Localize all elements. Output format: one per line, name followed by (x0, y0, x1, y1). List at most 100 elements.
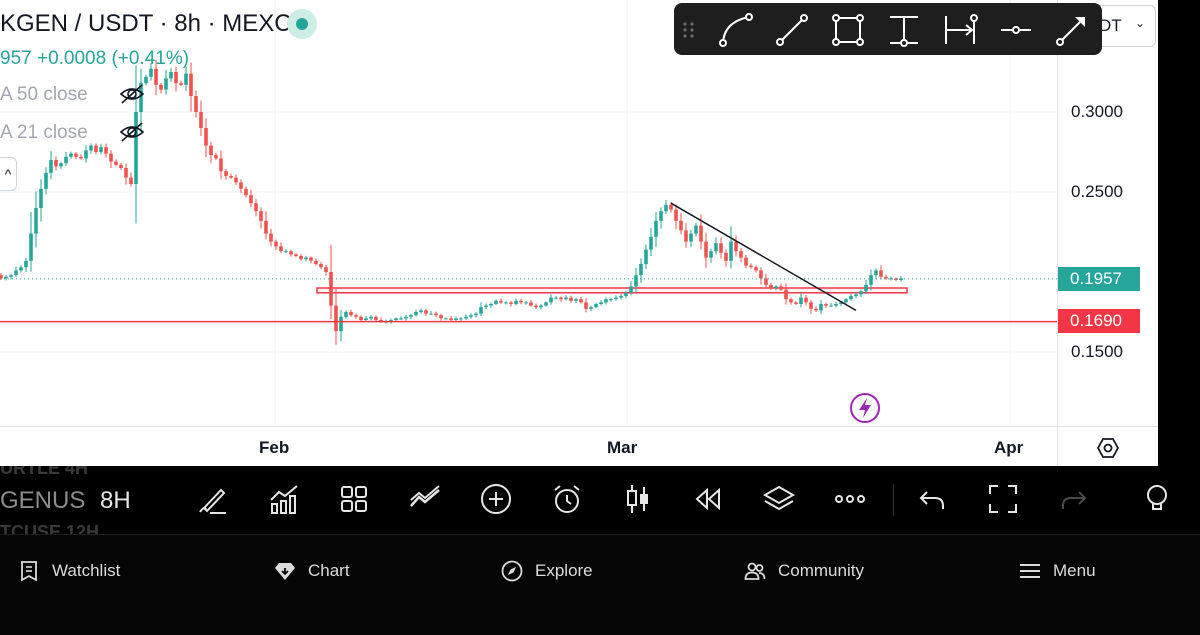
indicator-ma50-label[interactable]: A 50 close (0, 84, 88, 105)
candle (689, 233, 693, 242)
indicators-icon[interactable] (267, 482, 301, 516)
rectangle-icon[interactable] (830, 12, 866, 48)
nav-explore[interactable]: Explore (501, 559, 593, 583)
candle (54, 160, 58, 167)
horizontal-ray-icon[interactable] (998, 12, 1034, 48)
candle (554, 297, 558, 299)
alarm-clock-icon[interactable] (550, 482, 584, 516)
candle (779, 286, 783, 290)
candle (169, 72, 173, 79)
candle (379, 320, 383, 322)
drag-handle-icon[interactable] (678, 12, 700, 48)
candle (274, 241, 278, 247)
curve-icon[interactable] (718, 12, 754, 48)
nav-watchlist[interactable]: Watchlist (18, 559, 120, 583)
candle (799, 297, 803, 304)
trend-line-icon[interactable] (774, 12, 810, 48)
settings-icon[interactable] (1096, 436, 1120, 460)
candle (754, 267, 758, 271)
candle (444, 318, 448, 320)
candle (219, 158, 223, 172)
symbol-title[interactable]: KGEN / USDT · 8h · MEXC (0, 10, 292, 37)
candle (364, 318, 368, 320)
bottom-navigation: Watchlist Chart Explore Community Menu (0, 534, 1200, 635)
candle (474, 313, 478, 316)
lightbulb-icon[interactable] (1140, 482, 1174, 516)
brush-icon[interactable] (196, 482, 230, 516)
fullscreen-icon[interactable] (986, 482, 1020, 516)
candle (339, 316, 343, 332)
candle (439, 315, 443, 319)
candle (834, 304, 838, 306)
candle (269, 233, 273, 242)
candle (774, 286, 778, 288)
candle (434, 313, 438, 316)
collapse-legend-button[interactable]: ^ (0, 157, 17, 191)
layout-grid-icon[interactable] (337, 482, 371, 516)
nav-menu[interactable]: Menu (1019, 559, 1096, 583)
more-icon[interactable] (833, 482, 867, 516)
nav-community-label: Community (778, 561, 864, 580)
eye-off-icon[interactable] (119, 83, 145, 105)
arrow-icon[interactable] (1054, 12, 1090, 48)
candle (499, 300, 503, 303)
candle (719, 243, 723, 253)
nav-chart[interactable]: Chart (274, 559, 350, 583)
candle (664, 204, 668, 212)
alert-price-tag[interactable]: 0.1690 (1058, 309, 1140, 333)
candle (159, 84, 163, 90)
timeframe-list-item[interactable]: TCUSE 12H (0, 522, 100, 534)
date-range-icon[interactable] (942, 12, 978, 48)
candle (679, 220, 683, 231)
candle (599, 302, 603, 304)
candle-type-icon[interactable] (621, 482, 655, 516)
candle (809, 302, 813, 309)
candle (804, 297, 808, 303)
nav-community[interactable]: Community (744, 559, 864, 583)
candle (174, 72, 178, 84)
layers-icon[interactable] (762, 482, 796, 516)
price-chart[interactable] (0, 0, 1158, 466)
compare-icon[interactable] (408, 482, 442, 516)
candle (129, 177, 133, 184)
candle (4, 276, 8, 279)
candle (264, 220, 268, 234)
candle (194, 96, 198, 112)
candle (654, 220, 658, 237)
redo-icon[interactable] (1057, 482, 1091, 516)
replay-icon[interactable] (691, 482, 725, 516)
candle (704, 241, 708, 258)
timeframe-list-item[interactable]: URTLE 4H (0, 466, 89, 478)
time-axis-label: Feb (259, 438, 290, 457)
trend-line (670, 202, 857, 312)
candle (89, 145, 93, 151)
candle (759, 270, 763, 279)
candle (374, 316, 378, 320)
symbol-label[interactable]: GENUS (0, 487, 86, 514)
candle (149, 68, 153, 77)
eye-off-icon[interactable] (119, 121, 145, 143)
candle (614, 297, 618, 300)
candle (729, 241, 733, 261)
add-icon[interactable] (479, 482, 513, 516)
candle (259, 211, 263, 221)
candle (769, 284, 773, 288)
undo-icon[interactable] (915, 482, 949, 516)
candle (9, 275, 13, 277)
candle (164, 78, 168, 90)
candle (204, 128, 208, 146)
nav-chart-label: Chart (308, 561, 350, 580)
candle (479, 307, 483, 314)
candle (854, 294, 858, 296)
candle (64, 156, 68, 164)
candle (99, 147, 103, 152)
price-range-icon[interactable] (886, 12, 922, 48)
candle (74, 153, 78, 157)
lightning-icon[interactable] (849, 392, 881, 424)
candle (559, 297, 563, 300)
interval-label[interactable]: 8H (100, 487, 131, 514)
candles-layer (0, 60, 903, 346)
chart-area[interactable]: KGEN / USDT · 8h · MEXC 957 +0.0008 (+0.… (0, 0, 1158, 466)
nav-menu-label: Menu (1053, 561, 1096, 580)
indicator-ma21-label[interactable]: A 21 close (0, 122, 88, 143)
